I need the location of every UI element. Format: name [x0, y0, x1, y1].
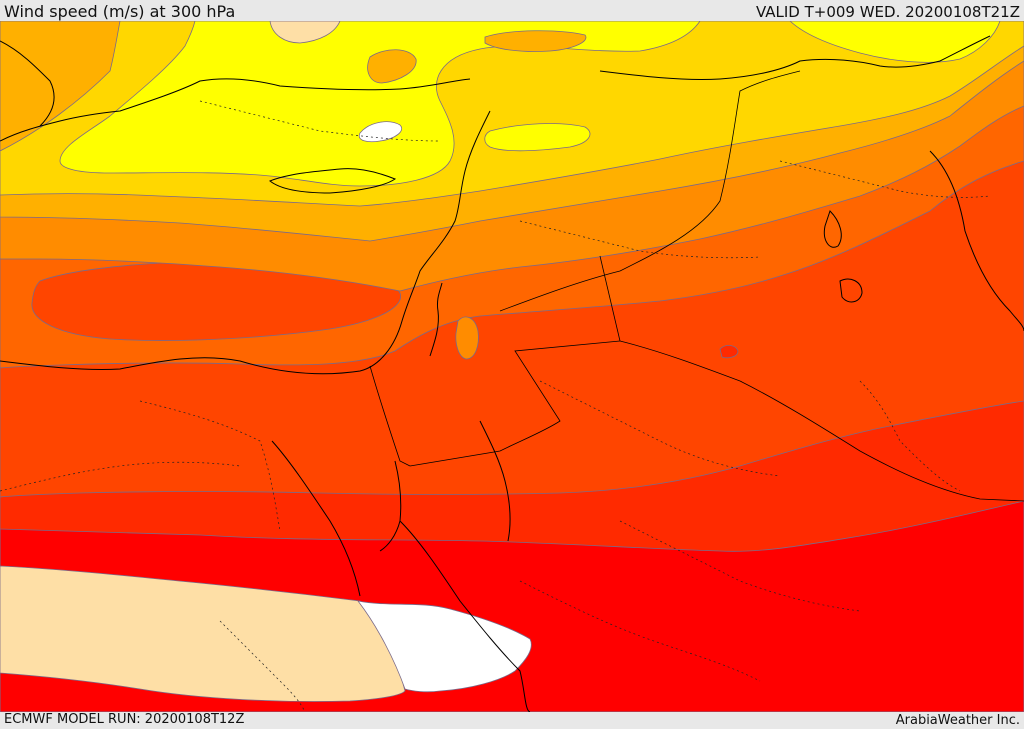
band-light-yellow-ne: [789, 21, 1001, 63]
map-title: Wind speed (m/s) at 300 hPa: [4, 2, 236, 21]
core-wheat-north: [269, 21, 341, 44]
political-borders: [369, 70, 1024, 502]
model-run: ECMWF MODEL RUN: 20200108T12Z: [4, 712, 245, 727]
province-borders: [0, 100, 991, 712]
core-white-south: [357, 600, 532, 693]
title-bar: Wind speed (m/s) at 300 hPa VALID T+009 …: [0, 0, 1024, 21]
core-white-north: [358, 121, 402, 143]
band-orange-blob: [455, 316, 479, 360]
band-amber-patch-2: [484, 30, 587, 52]
coastlines: [0, 35, 1024, 712]
wind-speed-map: [0, 21, 1024, 712]
footer-bar: ECMWF MODEL RUN: 20200108T12Z ArabiaWeat…: [0, 712, 1024, 729]
band-light-yellow-east: [484, 123, 591, 152]
band-amber-patch: [367, 49, 417, 84]
valid-time: VALID T+009 WED. 20200108T21Z: [755, 3, 1020, 21]
credit: ArabiaWeather Inc.: [895, 713, 1020, 728]
band-dark-blob: [719, 345, 739, 359]
